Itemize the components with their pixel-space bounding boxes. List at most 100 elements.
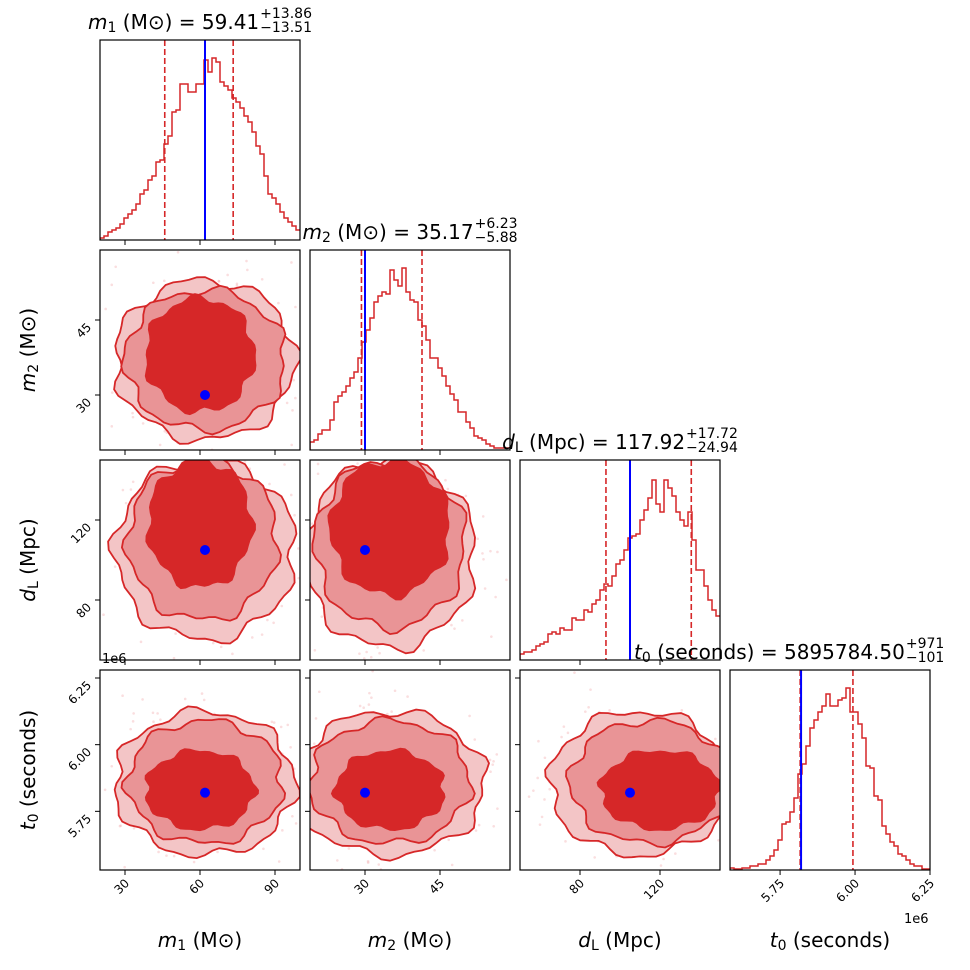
sample-point xyxy=(680,708,684,712)
sample-point xyxy=(289,493,293,497)
sample-point xyxy=(119,824,123,827)
panel-content xyxy=(97,692,309,901)
sample-point xyxy=(674,852,677,855)
sample-point xyxy=(468,714,471,718)
sample-point xyxy=(73,602,76,605)
sample-point xyxy=(358,704,362,708)
panel-m1-dL: 80 120 xyxy=(68,447,306,665)
sample-point xyxy=(731,832,734,835)
sample-point xyxy=(662,857,665,861)
sample-point xyxy=(131,411,134,415)
sample-point xyxy=(593,856,596,859)
y-tick-label: 6.25 xyxy=(65,678,94,707)
sample-point xyxy=(566,731,570,735)
sample-point xyxy=(491,763,495,766)
sample-point xyxy=(422,649,425,652)
sample-point xyxy=(450,863,454,867)
sample-point xyxy=(496,807,499,810)
x-tick-label: 6.00 xyxy=(833,876,862,905)
truth-point xyxy=(360,787,370,798)
sample-point xyxy=(306,773,309,776)
sample-point xyxy=(277,301,280,305)
x-tick-label: 30 xyxy=(351,876,372,897)
sample-point xyxy=(686,884,689,887)
sample-point xyxy=(110,425,114,428)
panel-content xyxy=(527,671,749,887)
sample-point xyxy=(302,804,305,807)
histogram-step xyxy=(520,479,720,660)
sample-point xyxy=(286,723,290,727)
sample-point xyxy=(303,555,306,558)
sample-point xyxy=(183,451,186,454)
sample-point xyxy=(376,646,379,649)
panel-m2-dL xyxy=(288,406,515,665)
sample-point xyxy=(288,636,291,639)
sample-point xyxy=(573,671,576,674)
sample-point xyxy=(444,478,447,482)
sample-point xyxy=(172,854,176,858)
x-tick-label: 60 xyxy=(186,876,207,897)
x-offset-label: 1e6 xyxy=(904,912,929,927)
sample-point xyxy=(266,618,269,622)
sample-point xyxy=(183,697,187,701)
sample-point xyxy=(211,641,215,645)
sample-point xyxy=(489,770,492,774)
sample-point xyxy=(345,406,348,409)
x-tick-label: 90 xyxy=(261,876,282,897)
sample-point xyxy=(123,865,126,869)
sample-point xyxy=(121,488,125,492)
sample-point xyxy=(90,498,93,501)
sample-point xyxy=(726,831,729,834)
sample-point xyxy=(217,279,220,283)
panel-m2-t0: 30 45 xyxy=(297,669,530,901)
sample-point xyxy=(268,482,271,486)
sample-point xyxy=(375,428,378,431)
sample-point xyxy=(560,735,563,739)
sample-point xyxy=(152,281,155,285)
sample-point xyxy=(481,552,484,555)
sample-point xyxy=(304,833,307,836)
sample-point xyxy=(302,770,305,773)
sample-point xyxy=(731,806,734,809)
sample-point xyxy=(356,898,359,901)
sample-point xyxy=(494,595,497,599)
sample-point xyxy=(238,447,241,450)
panel-content xyxy=(100,40,300,240)
sample-point xyxy=(721,790,724,793)
sample-point xyxy=(219,645,223,649)
panel-frame xyxy=(309,459,511,661)
sample-point xyxy=(326,299,329,302)
sample-point xyxy=(743,707,746,710)
sample-point xyxy=(113,565,117,568)
sample-point xyxy=(157,850,160,854)
sample-point xyxy=(490,635,493,638)
sample-point xyxy=(336,859,339,862)
sample-point xyxy=(316,462,320,466)
sample-point xyxy=(346,439,349,442)
truth-point xyxy=(200,390,210,400)
sample-point xyxy=(297,755,300,758)
sample-point xyxy=(527,795,531,798)
sample-point xyxy=(406,695,409,698)
sample-point xyxy=(735,798,738,801)
sample-point xyxy=(139,640,143,644)
sample-point xyxy=(527,777,530,780)
sample-point xyxy=(301,762,304,765)
sample-point xyxy=(290,463,293,466)
sample-point xyxy=(746,772,749,775)
sample-point xyxy=(512,528,515,531)
sample-point xyxy=(97,729,100,732)
sample-point xyxy=(141,422,145,425)
histogram-step xyxy=(730,687,930,870)
sample-point xyxy=(548,787,552,791)
panel-m1-m2: 30 45 xyxy=(73,249,329,466)
sample-point xyxy=(146,898,149,901)
sample-point xyxy=(589,688,592,691)
panel-frame xyxy=(309,669,511,871)
sample-point xyxy=(347,847,351,850)
sample-point xyxy=(246,268,249,272)
sample-point xyxy=(92,342,95,345)
